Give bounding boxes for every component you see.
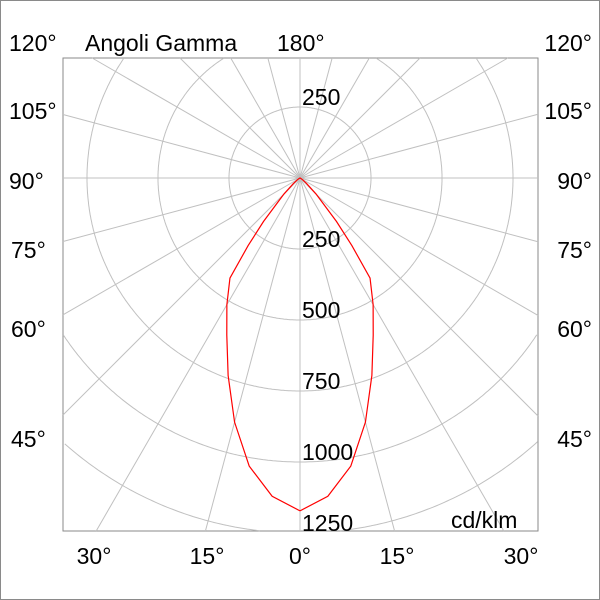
grid-ray-195	[267, 57, 301, 179]
right-angle-label: 75°	[557, 237, 592, 263]
intensity-curves	[226, 177, 374, 512]
left-angle-label: 60°	[11, 316, 46, 342]
intensity-curve-0	[226, 177, 374, 512]
grid-ray-135	[299, 57, 421, 179]
grid-circle-500	[376, 57, 443, 178]
left-angle-label: 45°	[11, 426, 46, 452]
grid-ray-225	[179, 57, 301, 179]
grid-ray-240	[91, 57, 301, 179]
grid-circle-750	[476, 58, 514, 178]
left-angle-label: 105°	[9, 98, 57, 124]
bottom-angle-label: 0°	[289, 543, 311, 569]
chart-title: Angoli Gamma	[85, 30, 237, 56]
grid-ray-330	[95, 177, 301, 532]
grid-circle-500	[157, 57, 443, 321]
grid-ray-255	[62, 114, 301, 179]
grid-ray-105	[299, 113, 539, 179]
radial-tick-label: 250	[302, 226, 340, 252]
grid-ray-285	[62, 177, 301, 242]
bottom-angle-label: 30°	[504, 543, 539, 569]
polar-grid	[62, 57, 539, 532]
grid-ray-120	[299, 57, 509, 179]
grid-ray-165	[299, 57, 333, 179]
grid-ray-210	[230, 57, 301, 179]
grid-circle-1250	[340, 441, 538, 532]
bottom-angle-label: 15°	[380, 543, 415, 569]
grid-ray-150	[299, 57, 370, 179]
left-angle-label: 75°	[11, 237, 46, 263]
grid-ray-345	[204, 177, 301, 532]
grid-ray-75	[299, 177, 539, 243]
left-angle-label: 90°	[9, 168, 44, 194]
labels: Angoli Gamma 180° cd/klm 250 250 500 750 100…	[9, 30, 592, 569]
right-angle-label: 120°	[544, 30, 592, 56]
radial-tick-label: 750	[302, 368, 340, 394]
top-angle-label: 180°	[277, 30, 325, 56]
radial-tick-label: 500	[302, 297, 340, 323]
unit-label: cd/klm	[451, 507, 517, 533]
grid-circle-1250	[64, 443, 260, 532]
grid-ray-15	[299, 177, 396, 532]
right-angle-label: 60°	[557, 316, 592, 342]
right-angle-label: 90°	[557, 168, 592, 194]
grid-ray-60	[299, 177, 539, 316]
grid-circle-750	[86, 58, 514, 392]
grid-ray-30	[299, 177, 505, 532]
grid-ray-45	[299, 177, 539, 417]
radial-tick-label: 1250	[302, 510, 353, 536]
grid-ray-315	[62, 177, 301, 416]
right-angle-label: 45°	[557, 426, 592, 452]
bottom-angle-label: 30°	[77, 543, 112, 569]
left-angle-label: 120°	[9, 30, 57, 56]
grid-ray-300	[62, 177, 301, 316]
radial-tick-label: 1000	[302, 439, 353, 465]
radial-tick-label: 250	[302, 84, 340, 110]
bottom-angle-label: 15°	[190, 543, 225, 569]
right-angle-label: 105°	[544, 98, 592, 124]
